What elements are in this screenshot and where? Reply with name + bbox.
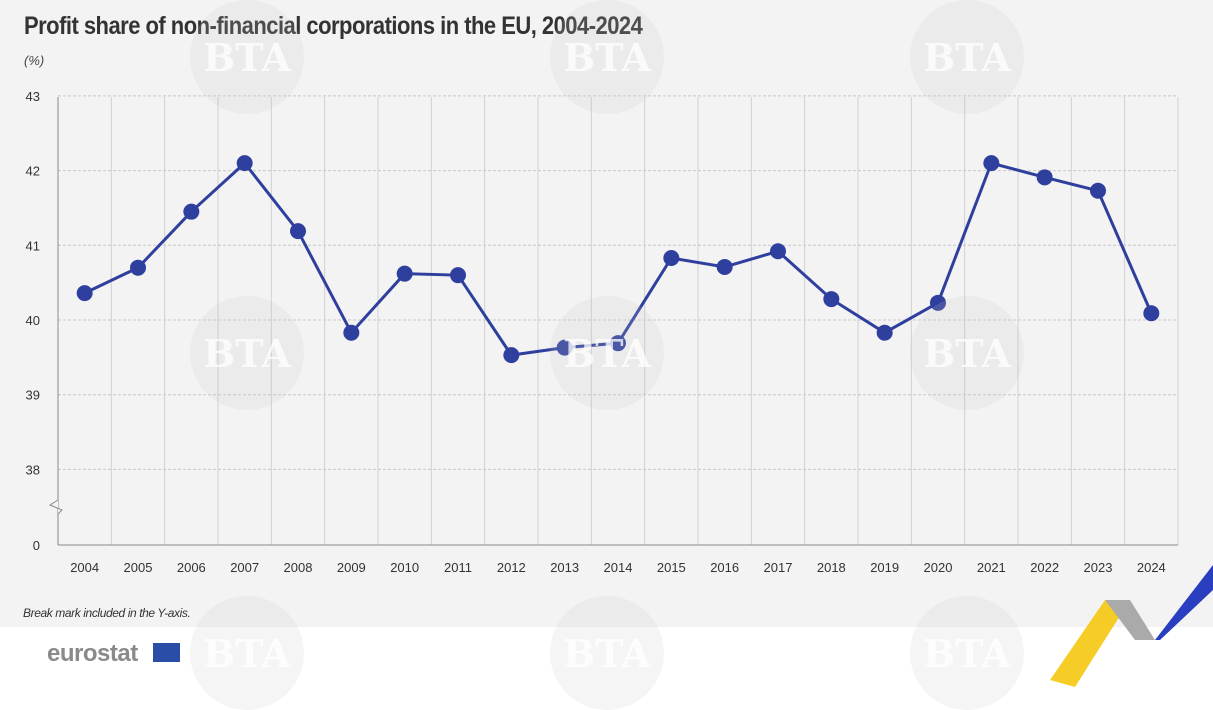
- x-tick-label: 2016: [710, 560, 739, 575]
- x-tick-label: 2019: [870, 560, 899, 575]
- bta-watermark: BTA: [910, 596, 1024, 710]
- x-tick-label: 2018: [817, 560, 846, 575]
- y-tick-label: 41: [26, 238, 40, 253]
- data-point: [663, 249, 680, 266]
- data-point: [610, 335, 626, 352]
- eurostat-logo: eurostat: [47, 640, 138, 667]
- y-tick-label: 40: [26, 313, 40, 328]
- bta-watermark: BTA: [190, 296, 304, 410]
- bta-watermark: BTA: [550, 596, 664, 710]
- x-tick-label: 2008: [284, 560, 313, 575]
- bta-watermark: BTA: [190, 596, 304, 710]
- data-point: [130, 259, 146, 276]
- bta-watermark: BTA: [550, 296, 664, 410]
- data-point: [343, 324, 360, 341]
- chart-panel: [0, 0, 1213, 627]
- x-tick-label: 2012: [497, 560, 526, 575]
- data-point: [556, 339, 573, 356]
- y-tick-label: 0: [33, 538, 40, 553]
- x-tick-label: 2013: [550, 560, 579, 575]
- x-tick-label: 2017: [764, 560, 793, 575]
- line-chart: 0 38 39 40 41 42 43 2004 2005 2006 2007 2008 2009 201…: [26, 89, 1179, 575]
- y-axis-break-mark: [48, 499, 63, 515]
- x-tick-label: 2015: [657, 560, 686, 575]
- x-tick-label: 2021: [977, 560, 1006, 575]
- x-tick-label: 2014: [604, 560, 633, 575]
- data-point: [503, 347, 520, 364]
- bta-watermark: BTA: [910, 296, 1024, 410]
- x-tick-label: 2020: [924, 560, 953, 575]
- data-point: [76, 285, 93, 302]
- data-point: [183, 203, 200, 220]
- bta-watermark: BTA: [190, 0, 304, 114]
- data-point: [876, 324, 893, 341]
- x-tick-label: 2006: [177, 560, 206, 575]
- data-point: [290, 223, 306, 240]
- x-tick-label: 2004: [70, 560, 99, 575]
- eu-flag-icon: [153, 643, 180, 662]
- x-tick-label: 2023: [1084, 560, 1113, 575]
- decorative-ribbon: [1050, 565, 1213, 687]
- y-axis-unit: (%): [24, 53, 45, 68]
- x-tick-label: 2011: [444, 560, 472, 575]
- y-tick-label: 38: [26, 462, 40, 477]
- chart-note: Break mark included in the Y-axis.: [23, 606, 191, 620]
- bta-watermark: BTA: [550, 0, 664, 114]
- x-tick-label: 2009: [337, 560, 366, 575]
- data-point: [770, 243, 786, 260]
- data-point: [1036, 169, 1053, 186]
- x-tick-label: 2005: [124, 560, 153, 575]
- y-tick-label: 42: [26, 164, 40, 179]
- chart-title: Profit share of non-financial corporatio…: [24, 12, 643, 40]
- x-tick-label: 2024: [1137, 560, 1166, 575]
- x-tick-label: 2010: [390, 560, 419, 575]
- y-tick-label: 39: [26, 388, 40, 403]
- x-tick-label: 2022: [1030, 560, 1059, 575]
- data-point: [1143, 305, 1160, 322]
- x-tick-label: 2007: [230, 560, 259, 575]
- data-point: [236, 155, 253, 172]
- data-point: [396, 265, 413, 282]
- bta-watermark: BTA: [910, 0, 1024, 114]
- y-tick-label: 43: [26, 89, 40, 104]
- data-point: [930, 294, 946, 311]
- data-point: [450, 267, 466, 284]
- data-point: [823, 291, 840, 308]
- data-point: [716, 258, 733, 275]
- data-point: [1090, 182, 1106, 199]
- data-point: [983, 155, 1000, 172]
